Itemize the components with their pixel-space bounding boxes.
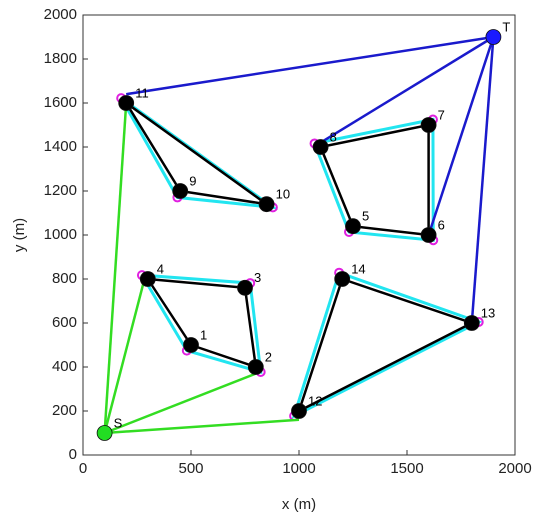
node bbox=[139, 271, 156, 287]
x-tick-label: 500 bbox=[178, 460, 203, 477]
node bbox=[258, 196, 275, 213]
node-label: 5 bbox=[362, 209, 369, 224]
route bbox=[470, 36, 495, 324]
y-tick-label: 1200 bbox=[44, 182, 77, 199]
node bbox=[247, 359, 264, 375]
y-tick-label: 1600 bbox=[44, 94, 77, 111]
node-label: 3 bbox=[254, 270, 261, 285]
node bbox=[345, 218, 361, 235]
node-label: 2 bbox=[265, 349, 272, 364]
node-label: 7 bbox=[438, 107, 445, 122]
y-tick-label: 1000 bbox=[44, 226, 77, 243]
node-label: 14 bbox=[351, 261, 365, 276]
route bbox=[125, 101, 268, 206]
node-label: 4 bbox=[157, 261, 164, 276]
route bbox=[319, 35, 495, 144]
node bbox=[463, 315, 480, 331]
node bbox=[420, 227, 437, 243]
node bbox=[334, 271, 351, 287]
node bbox=[96, 425, 113, 441]
node-label: 9 bbox=[189, 173, 196, 188]
route bbox=[104, 372, 257, 435]
node-label: 11 bbox=[135, 85, 149, 100]
node bbox=[237, 279, 253, 296]
node bbox=[118, 95, 135, 111]
route bbox=[104, 418, 300, 435]
x-tick-label: 1500 bbox=[390, 460, 423, 477]
node-label: 1 bbox=[200, 327, 207, 342]
node bbox=[291, 403, 307, 419]
y-tick-label: 400 bbox=[52, 358, 77, 375]
y-tick-label: 200 bbox=[52, 402, 77, 419]
node-label: T bbox=[502, 19, 510, 34]
outline bbox=[291, 271, 483, 419]
node bbox=[485, 29, 502, 45]
x-tick-label: 2000 bbox=[498, 460, 531, 477]
node-label: 10 bbox=[276, 187, 290, 202]
route bbox=[103, 102, 128, 434]
y-axis-label: y (m) bbox=[11, 218, 28, 252]
node-label: S bbox=[114, 415, 123, 430]
y-tick-label: 1400 bbox=[44, 138, 77, 155]
node-label: 6 bbox=[438, 217, 445, 232]
y-tick-label: 0 bbox=[69, 446, 77, 463]
x-axis-label: x (m) bbox=[282, 496, 316, 513]
route bbox=[427, 36, 495, 236]
route bbox=[296, 277, 476, 414]
y-tick-label: 1800 bbox=[44, 50, 77, 67]
y-tick-label: 2000 bbox=[44, 6, 77, 23]
x-tick-label: 1000 bbox=[282, 460, 315, 477]
y-tick-label: 600 bbox=[52, 314, 77, 331]
node bbox=[312, 139, 329, 155]
node-label: 13 bbox=[481, 305, 495, 320]
node bbox=[420, 117, 437, 133]
node bbox=[172, 183, 189, 199]
route bbox=[103, 274, 147, 434]
route bbox=[126, 35, 494, 96]
node bbox=[183, 337, 199, 353]
plot-area bbox=[82, 14, 516, 456]
x-tick-label: 0 bbox=[79, 460, 87, 477]
node-label: 12 bbox=[308, 393, 322, 408]
y-tick-label: 800 bbox=[52, 270, 77, 287]
node-label: 8 bbox=[330, 129, 337, 144]
